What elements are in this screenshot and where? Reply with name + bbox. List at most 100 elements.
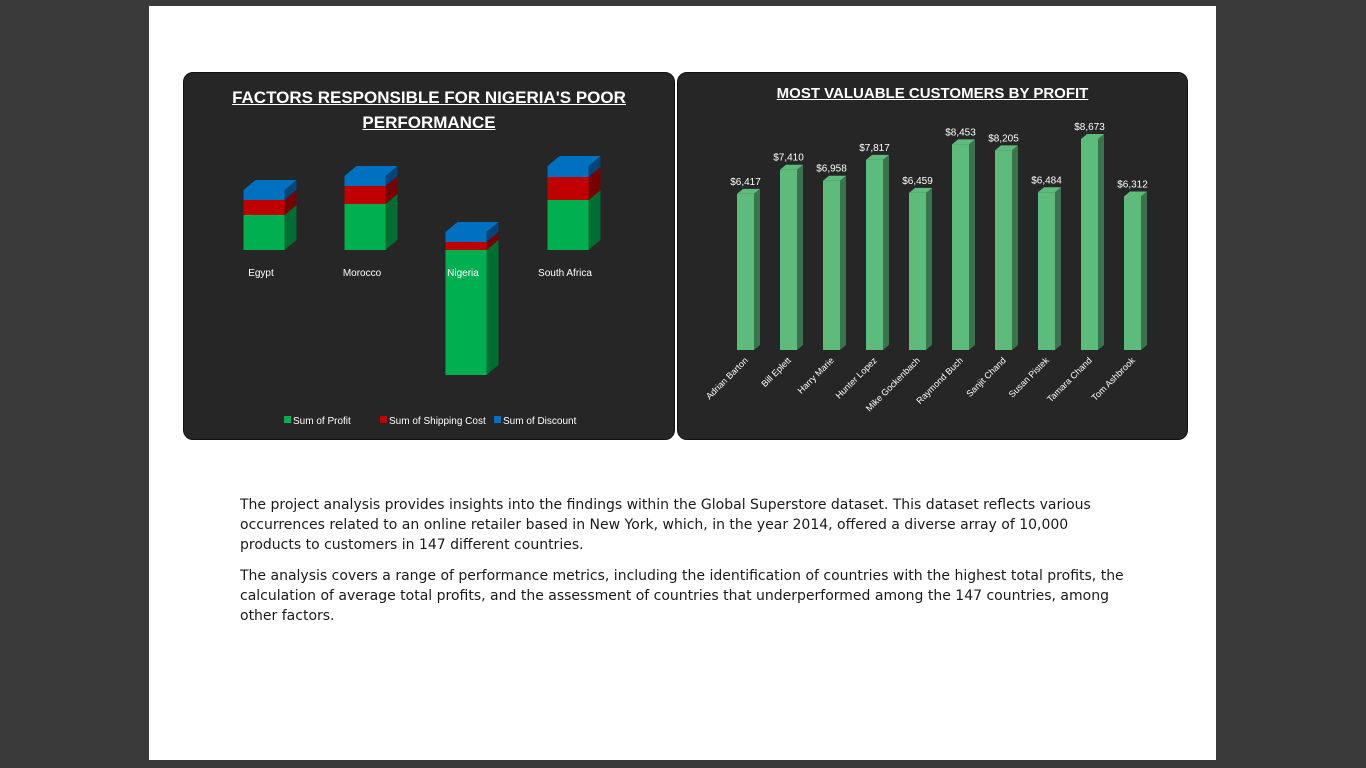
shipping-bar-side	[385, 176, 398, 204]
data-label: $6,484	[1031, 175, 1062, 186]
profit-bar	[445, 240, 499, 375]
category-label: Tom Ashbrook	[1090, 355, 1138, 403]
data-label: $6,312	[1117, 179, 1148, 190]
customer-bar-side	[840, 175, 846, 350]
shipping-bar-side	[284, 190, 297, 215]
shipping-bar-front	[344, 186, 386, 204]
customer-bar-front	[737, 193, 754, 350]
customer-bar-top	[866, 154, 889, 160]
category-label: Susan Pistek	[1007, 355, 1052, 400]
profit-bar-side	[385, 194, 398, 250]
customer-bar-side	[969, 139, 975, 350]
top-customers-chart-panel: MOST VALUABLE CUSTOMERS BY PROFIT $6,417…	[677, 72, 1188, 440]
customer-bar	[952, 139, 975, 350]
customer-bar-side	[1141, 191, 1147, 350]
data-label: $7,410	[773, 153, 804, 164]
customer-bar-top	[1038, 187, 1061, 193]
discount-bar-top	[547, 156, 601, 166]
chart-title: MOST VALUABLE CUSTOMERS BY PROFIT	[776, 85, 1089, 102]
paragraph: The project analysis provides insights i…	[240, 497, 1091, 553]
customer-bar-top	[780, 164, 803, 170]
customer-bar-top	[1124, 191, 1147, 197]
category-label: Tamara Chand	[1045, 355, 1094, 404]
customer-bar-side	[1055, 187, 1061, 350]
discount-bar	[344, 166, 398, 186]
profit-bar-front	[243, 215, 285, 250]
shipping-bar-side	[588, 167, 601, 200]
customer-bar-front	[823, 180, 840, 350]
customer-bar-front	[1038, 192, 1055, 350]
customer-bar-side	[926, 187, 932, 350]
discount-bar	[445, 222, 499, 242]
legend-swatch	[284, 416, 291, 423]
customer-bar-front	[1081, 139, 1098, 350]
customer-bar	[1081, 134, 1104, 350]
customer-bar	[995, 145, 1018, 350]
customer-bar	[866, 154, 889, 350]
category-label: Sanjit Chand	[964, 355, 1008, 399]
body-text: The project analysis provides insights i…	[240, 495, 1130, 637]
profit-bar	[344, 194, 398, 250]
discount-bar-side	[284, 180, 297, 200]
category-label: Morocco	[343, 268, 382, 279]
customer-bar-front	[866, 159, 883, 350]
customer-bar-side	[1012, 145, 1018, 350]
customer-bar	[1124, 191, 1147, 350]
data-label: $6,417	[730, 177, 761, 188]
customer-bar-side	[754, 188, 760, 350]
customer-bar-top	[952, 139, 975, 145]
shipping-bar-front	[243, 200, 285, 215]
category-label: Harry Marie	[796, 355, 836, 395]
discount-bar-front	[344, 176, 386, 186]
chart-title: FACTORS RESPONSIBLE FOR NIGERIA'S POOR P…	[232, 88, 626, 132]
customer-bar-front	[1124, 196, 1141, 350]
data-label: $8,453	[945, 127, 976, 138]
top-customers-chart: $6,417 Adrian Barton $7,410 Bill Eplett $6,9…	[704, 122, 1148, 413]
customer-bar-front	[909, 192, 926, 350]
customer-bar-front	[780, 169, 797, 350]
profit-bar-front	[547, 200, 589, 250]
customer-bar-side	[1098, 134, 1104, 350]
customer-bar-top	[737, 188, 760, 194]
discount-bar-front	[445, 232, 487, 242]
profit-bar-side	[588, 190, 601, 250]
category-label: Nigeria	[447, 268, 479, 279]
category-label: Egypt	[248, 268, 274, 279]
discount-bar-side	[588, 156, 601, 177]
discount-bar-top	[243, 180, 297, 190]
customer-bar	[909, 187, 932, 350]
legend-label: Sum of Shipping Cost	[389, 416, 486, 427]
customer-bar-top	[909, 187, 932, 193]
discount-bar	[547, 156, 601, 177]
customer-bar-front	[995, 150, 1012, 350]
category-label: Raymond Buch	[914, 355, 965, 406]
document-page: FACTORS RESPONSIBLE FOR NIGERIA'S POOR P…	[149, 6, 1216, 760]
nigeria-factors-chart-panel: FACTORS RESPONSIBLE FOR NIGERIA'S POOR P…	[183, 72, 675, 440]
profit-bar-side	[284, 205, 297, 250]
shipping-bar	[445, 232, 499, 250]
legend-label: Sum of Discount	[503, 416, 577, 427]
customer-bar	[823, 175, 846, 350]
data-label: $8,673	[1074, 122, 1105, 133]
data-label: $6,958	[816, 164, 847, 175]
customer-bar-side	[797, 164, 803, 350]
shipping-bar	[243, 190, 297, 215]
paragraph: The analysis covers a range of performan…	[240, 568, 1124, 624]
profit-bar-front	[445, 250, 487, 375]
data-label: $8,205	[988, 133, 1019, 144]
category-label: Hunter Lopez	[834, 355, 880, 401]
data-label: $7,817	[859, 143, 890, 154]
category-label: Adrian Barton	[704, 355, 750, 401]
customer-bar-top	[823, 175, 846, 181]
profit-bar-front	[344, 204, 386, 250]
discount-bar-front	[547, 166, 589, 177]
shipping-bar-side	[486, 232, 499, 250]
customer-bar-top	[995, 145, 1018, 151]
profit-bar	[243, 205, 297, 250]
shipping-bar-front	[445, 242, 487, 250]
customer-bar	[737, 188, 760, 350]
shipping-bar	[547, 167, 601, 200]
customer-bar	[780, 164, 803, 350]
customer-bar-front	[952, 144, 969, 350]
discount-bar-top	[445, 222, 499, 232]
